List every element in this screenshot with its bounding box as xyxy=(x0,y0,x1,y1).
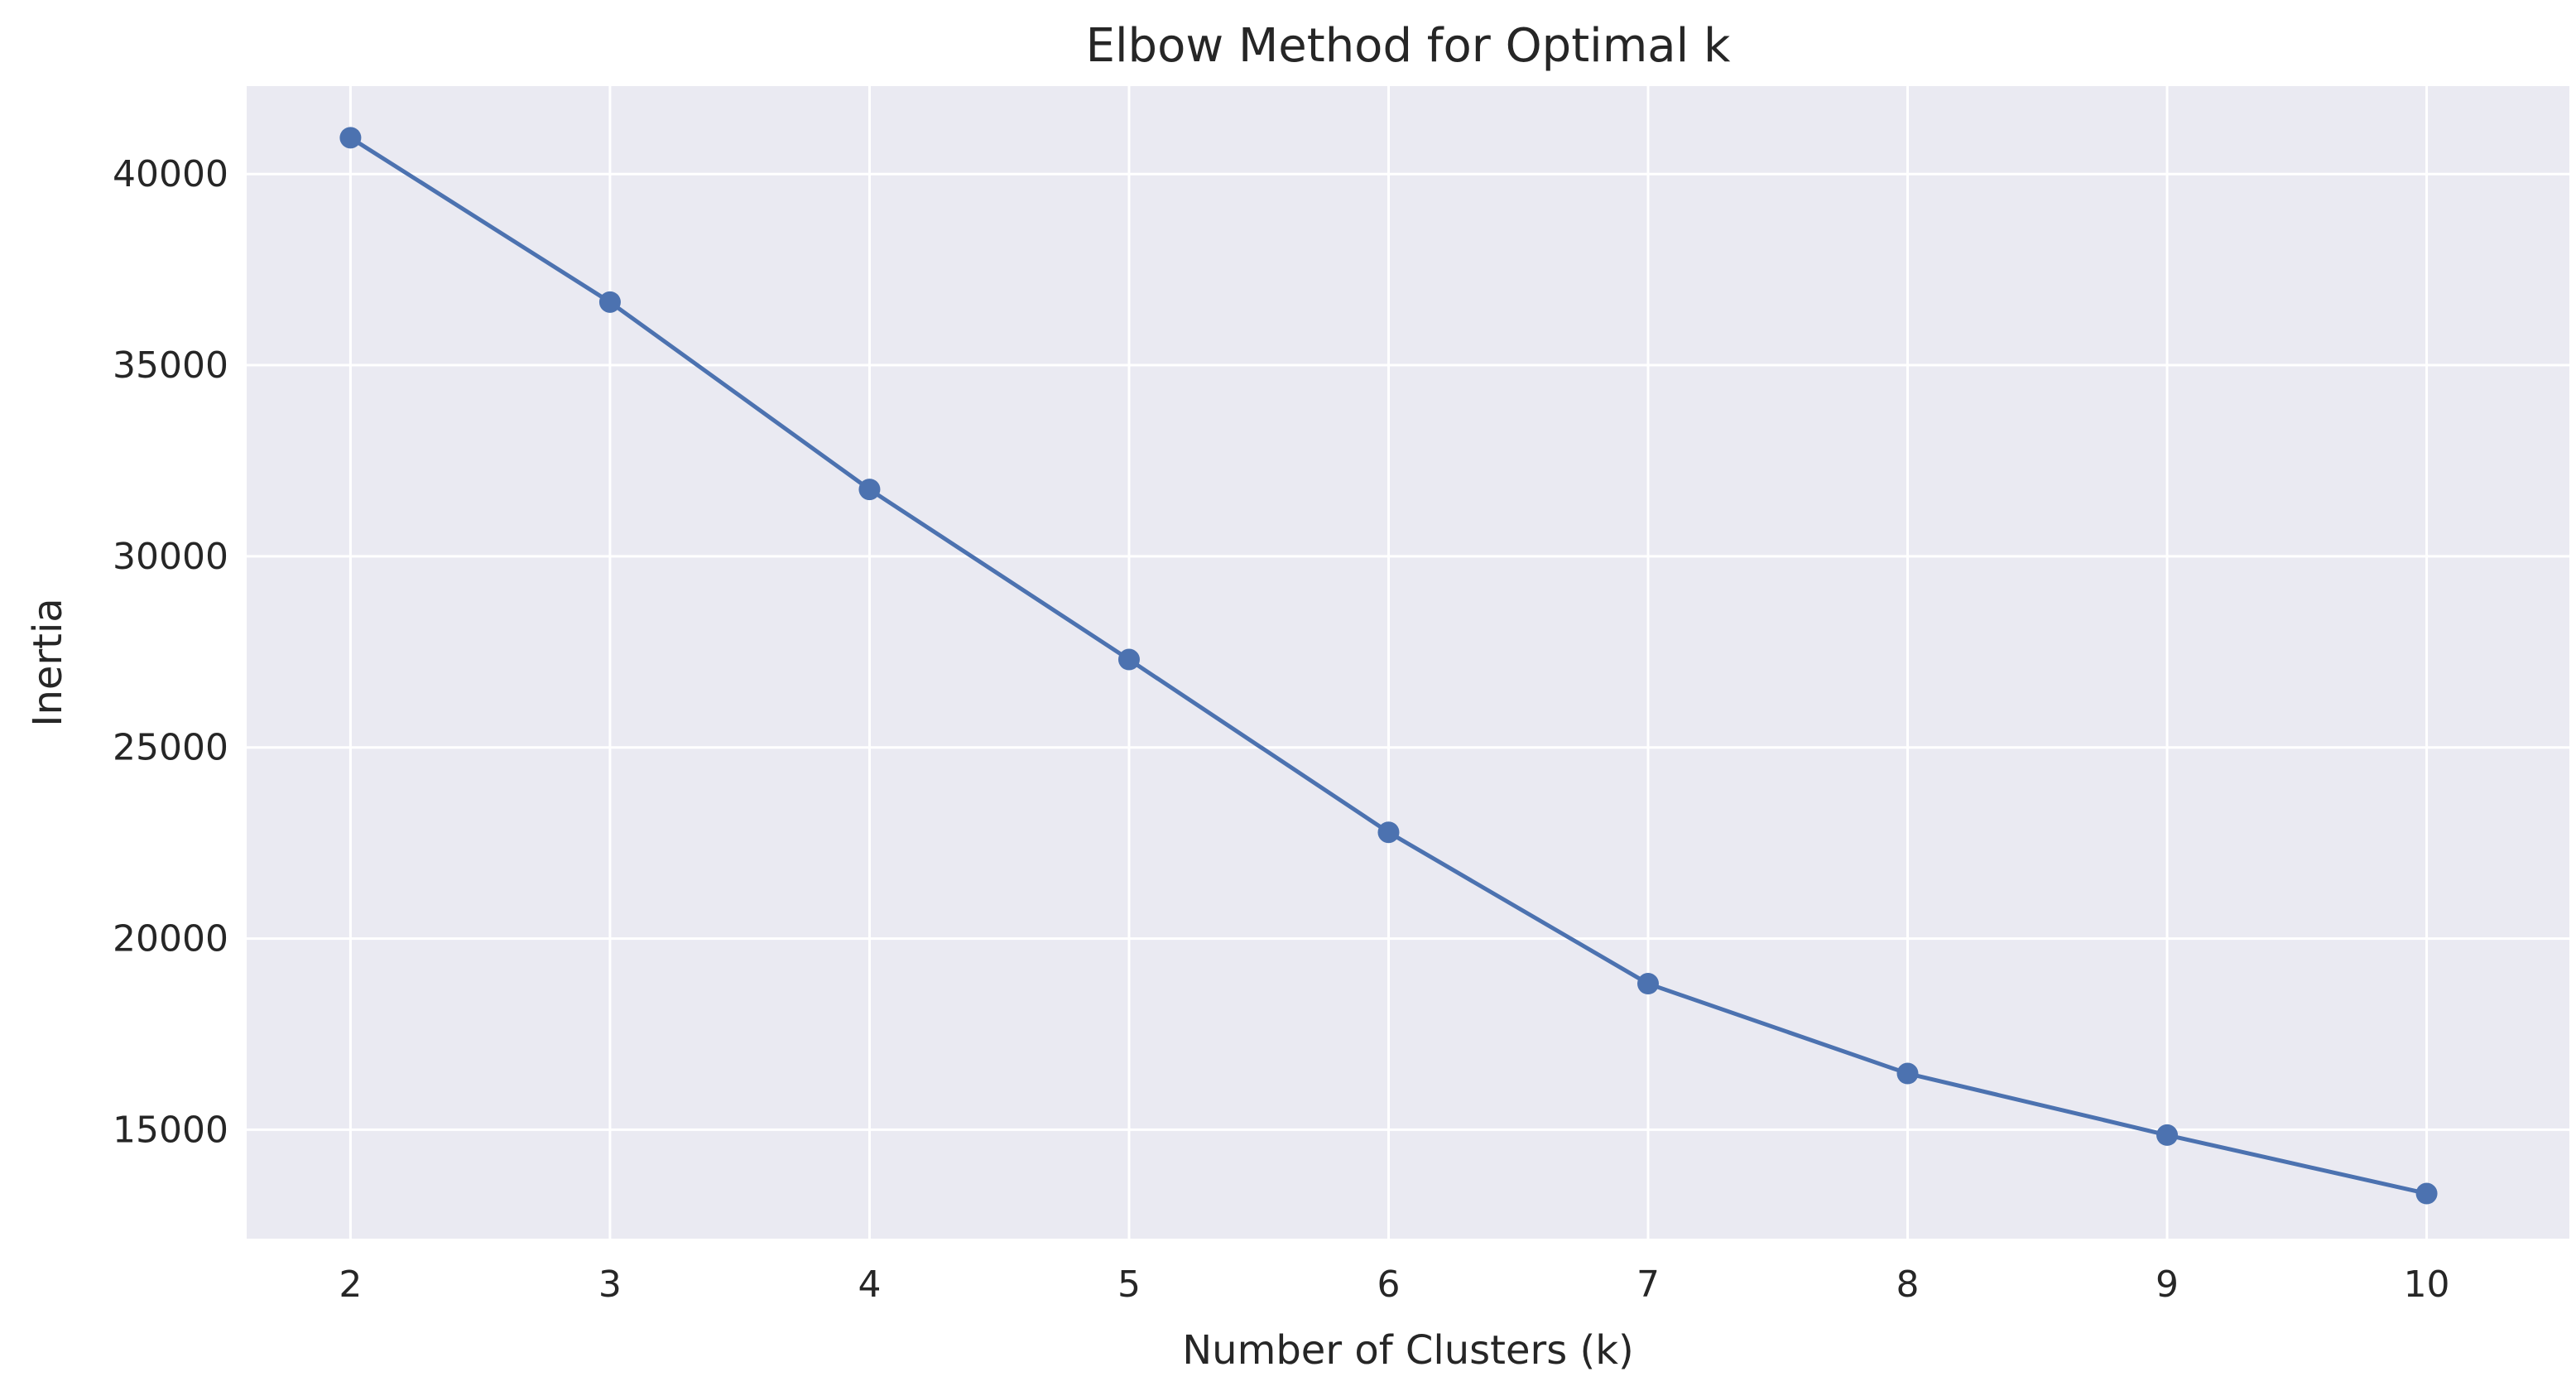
plot-background xyxy=(247,86,2569,1239)
data-point xyxy=(1117,648,1140,671)
x-tick-label: 5 xyxy=(1117,1263,1141,1306)
x-axis-label: Number of Clusters (k) xyxy=(1182,1327,1633,1374)
x-tick-label: 4 xyxy=(858,1263,881,1306)
y-tick-label: 30000 xyxy=(113,536,228,578)
data-point xyxy=(339,127,362,149)
x-tick-label: 7 xyxy=(1636,1263,1660,1306)
chart-title: Elbow Method for Optimal k xyxy=(1086,19,1731,73)
x-tick-label: 8 xyxy=(1896,1263,1920,1306)
series-group xyxy=(339,127,2438,1205)
tick-labels: 2 3 4 5 6 7 8 9 10 15000 20000 25000 30000 35000 40000 xyxy=(113,153,2450,1306)
data-point xyxy=(1637,973,1660,995)
x-tick-label: 2 xyxy=(339,1263,362,1306)
data-point xyxy=(598,291,621,313)
y-tick-label: 25000 xyxy=(113,727,228,769)
grid-lines xyxy=(247,86,2569,1239)
x-tick-label: 10 xyxy=(2404,1263,2450,1306)
y-axis-label: Inertia xyxy=(25,598,71,726)
y-tick-label: 40000 xyxy=(113,153,228,195)
data-point xyxy=(1377,821,1400,844)
data-point xyxy=(1896,1062,1919,1085)
y-tick-label: 15000 xyxy=(113,1109,228,1151)
x-tick-label: 9 xyxy=(2155,1263,2179,1306)
data-point xyxy=(858,479,881,501)
x-tick-label: 6 xyxy=(1377,1263,1400,1306)
data-point xyxy=(2415,1182,2438,1205)
data-point xyxy=(2156,1124,2179,1146)
y-tick-label: 20000 xyxy=(113,918,228,960)
y-tick-label: 35000 xyxy=(113,344,228,387)
x-tick-label: 3 xyxy=(598,1263,622,1306)
